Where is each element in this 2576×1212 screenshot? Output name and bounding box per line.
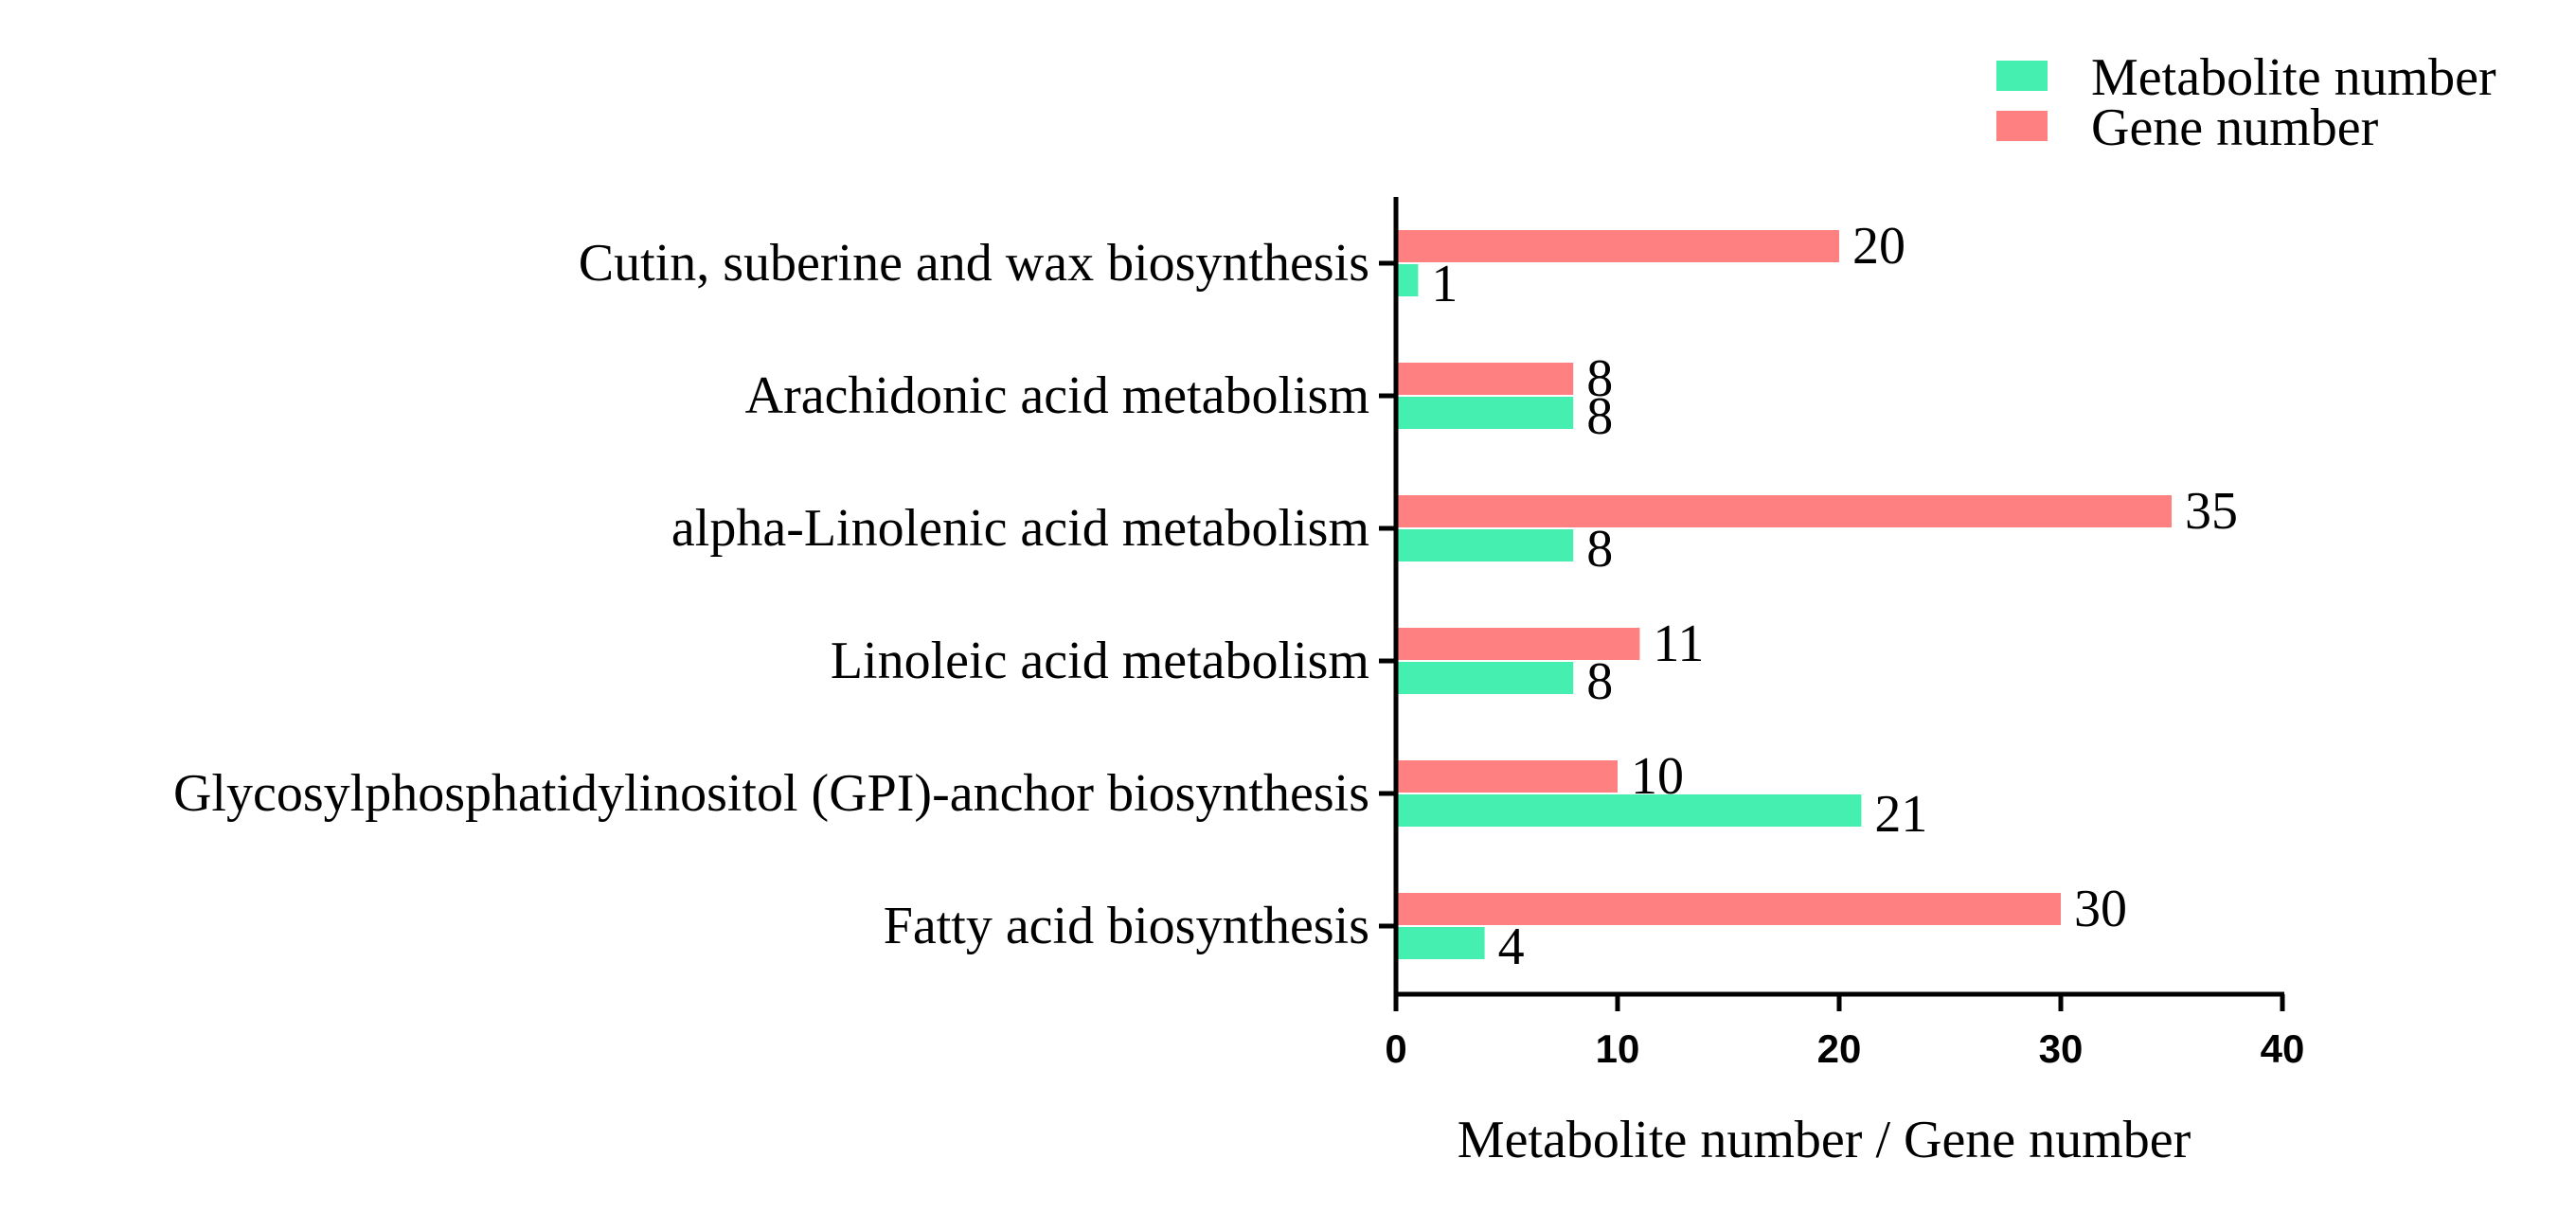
x-tick-label: 40 [2261, 1026, 2305, 1071]
bar-metabolite-number [1396, 264, 1419, 296]
bar-gene-number [1396, 230, 1839, 262]
category-label: Arachidonic acid metabolism [745, 366, 1369, 425]
bar-metabolite-number [1396, 397, 1574, 429]
legend-label: Metabolite number [2091, 48, 2496, 107]
axes [1393, 197, 2284, 997]
data-label-metabolite-number: 4 [1498, 918, 1525, 976]
bar-metabolite-number [1396, 927, 1485, 959]
data-label-metabolite-number: 8 [1586, 520, 1613, 579]
category-label: alpha-Linolenic acid metabolism [671, 499, 1369, 558]
bar-gene-number [1396, 760, 1618, 793]
data-label-metabolite-number: 8 [1586, 387, 1613, 446]
data-label-gene-number: 20 [1852, 217, 1905, 276]
legend-label: Gene number [2091, 98, 2379, 157]
bar-gene-number [1396, 495, 2172, 527]
x-tick-label: 30 [2039, 1026, 2084, 1071]
bar-metabolite-number [1396, 529, 1574, 561]
x-tick-label: 20 [1817, 1026, 1862, 1071]
category-label: Linoleic acid metabolism [831, 632, 1369, 690]
bar-gene-number [1396, 628, 1640, 660]
category-label: Fatty acid biosynthesis [884, 897, 1369, 955]
data-label-gene-number: 30 [2074, 880, 2127, 938]
x-axis-title: Metabolite number / Gene number [1458, 1111, 2191, 1169]
bar-gene-number [1396, 893, 2061, 925]
category-label: Glycosylphosphatidylinositol (GPI)-ancho… [173, 764, 1369, 823]
bar-metabolite-number [1396, 794, 1862, 827]
category-labels: Cutin, suberine and wax biosynthesis Arac… [173, 234, 1369, 955]
data-label-gene-number: 11 [1653, 615, 1704, 673]
category-label: Cutin, suberine and wax biosynthesis [579, 234, 1369, 293]
legend-swatch [1996, 111, 2048, 141]
legend-swatch [1996, 61, 2048, 91]
x-tick-label: 10 [1596, 1026, 1640, 1071]
data-label-metabolite-number: 21 [1874, 785, 1927, 844]
data-label-gene-number: 8 [1586, 349, 1613, 408]
bar-metabolite-number [1396, 662, 1574, 694]
x-tick-label: 0 [1385, 1026, 1406, 1071]
data-label-gene-number: 35 [2185, 482, 2238, 541]
bar-gene-number [1396, 363, 1574, 395]
bars [1396, 230, 2172, 959]
data-label-metabolite-number: 8 [1586, 652, 1613, 711]
data-label-gene-number: 10 [1631, 747, 1684, 806]
ticks: 0 10 20 30 40 [1379, 260, 2305, 1071]
data-label-metabolite-number: 1 [1431, 255, 1458, 313]
